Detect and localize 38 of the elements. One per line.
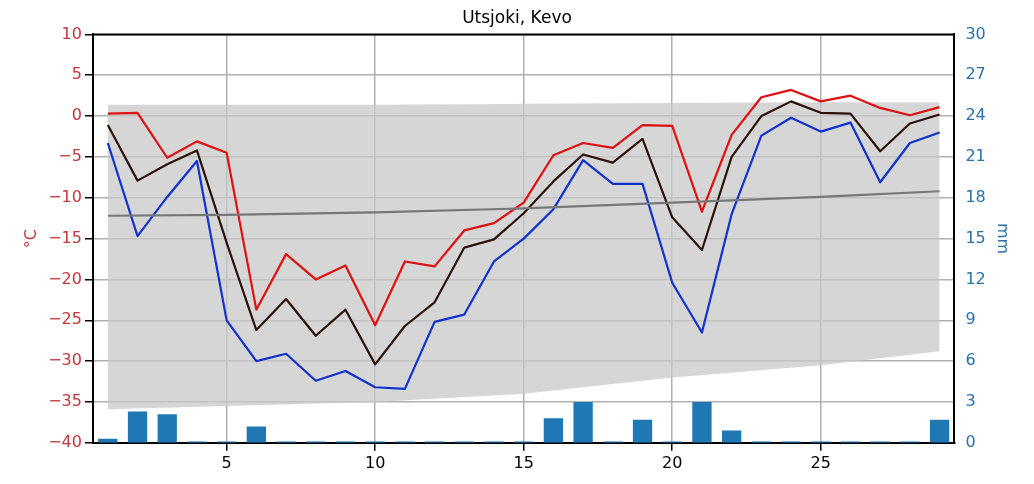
bar — [543, 418, 564, 443]
y2-tick-label: 30 — [965, 23, 986, 43]
x-tick-label: 10 — [364, 452, 386, 472]
y2-tick-label: 18 — [965, 186, 986, 206]
y2-tick-label: 12 — [965, 268, 986, 288]
y-tick-label: 5 — [71, 64, 82, 84]
y2-axis-title: mm — [994, 223, 1014, 255]
y2-tick-label: 3 — [965, 391, 976, 411]
y-tick-label: −30 — [48, 350, 82, 370]
y-tick-label: −25 — [48, 309, 82, 329]
y-tick-label: −5 — [58, 146, 82, 166]
y2-tick-label: 0 — [965, 431, 976, 451]
bar — [157, 414, 177, 443]
x-tick-label: 25 — [810, 452, 831, 472]
bar — [246, 426, 266, 443]
bar — [127, 411, 148, 443]
y2-tick-label: 6 — [965, 350, 976, 370]
y-tick-label: 10 — [61, 23, 82, 43]
y2-tick-label: 24 — [965, 105, 986, 125]
y-tick-label: −20 — [48, 268, 82, 288]
y2-tick-label: 21 — [965, 146, 986, 166]
y-tick-label: 0 — [71, 105, 82, 125]
y2-tick-label: 15 — [965, 227, 986, 247]
y2-tick-label: 27 — [965, 64, 986, 84]
y-tick-label: −15 — [48, 227, 82, 247]
x-tick-label: 15 — [513, 452, 534, 472]
y-axis-title: °C — [20, 229, 40, 249]
y2-tick-label: 9 — [965, 309, 976, 329]
bar — [692, 401, 712, 443]
x-tick-label: 5 — [221, 452, 232, 472]
y-tick-label: −35 — [48, 391, 82, 411]
x-tick-label: 20 — [662, 452, 683, 472]
y-tick-label: −10 — [48, 186, 82, 206]
bar — [929, 419, 950, 443]
chart-title: Utsjoki, Kevo — [462, 6, 572, 27]
y-tick-label: −40 — [48, 431, 82, 451]
bar — [573, 401, 593, 443]
bar — [632, 419, 653, 443]
